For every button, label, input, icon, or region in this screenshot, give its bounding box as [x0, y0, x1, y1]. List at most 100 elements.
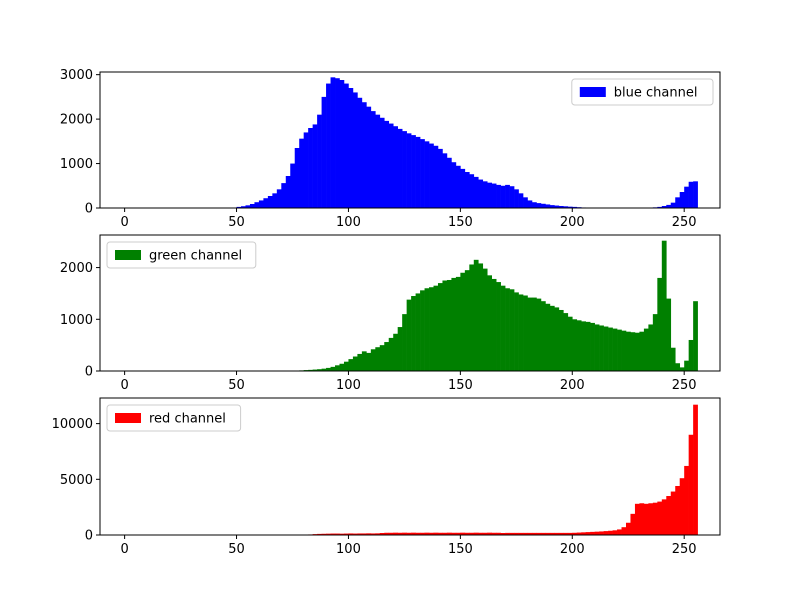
- blue-histogram-bar: [675, 197, 681, 208]
- green-histogram-bar: [572, 319, 578, 371]
- red-histogram-bar: [433, 532, 439, 535]
- red-histogram-bar: [581, 532, 587, 535]
- green-histogram-bar: [343, 361, 349, 371]
- blue-histogram-bar: [478, 179, 484, 208]
- red-histogram-bar: [424, 532, 430, 535]
- blue-legend-box: [571, 78, 714, 106]
- blue-histogram-bar: [312, 124, 318, 208]
- blue-histogram-bar: [679, 192, 685, 208]
- green-histogram-bar: [594, 324, 600, 371]
- blue-histogram-bar: [657, 206, 663, 208]
- blue-histogram-bar: [393, 126, 398, 208]
- red-histogram-bar: [317, 533, 322, 535]
- green-histogram-bar: [388, 337, 394, 371]
- green-histogram-bar: [460, 272, 466, 371]
- red-histogram-bar: [554, 532, 560, 535]
- blue-legend-swatch: [579, 87, 606, 97]
- blue-histogram-bar: [424, 141, 430, 208]
- blue-histogram-bar: [384, 120, 390, 208]
- green-histogram-bar: [554, 307, 560, 371]
- red-histogram-bar: [464, 532, 470, 535]
- green-histogram-bar: [603, 326, 609, 371]
- green-x-tick-label: 200: [560, 378, 585, 393]
- red-histogram-bar: [558, 532, 564, 535]
- blue-histogram-bar: [505, 184, 510, 208]
- green-histogram-bar: [361, 351, 367, 371]
- blue-legend-label: blue channel: [614, 86, 698, 101]
- green-histogram-bar: [567, 316, 573, 371]
- green-histogram-bar: [384, 342, 390, 371]
- green-histogram-bar: [639, 331, 645, 371]
- blue-histogram-bar: [451, 162, 457, 208]
- green-histogram-bar: [473, 259, 479, 371]
- red-histogram-bar: [321, 533, 327, 535]
- green-histogram-bar: [509, 289, 515, 371]
- blue-histogram-bar: [433, 145, 439, 208]
- green-histogram-bar: [482, 268, 488, 371]
- green-histogram-bar: [643, 328, 649, 371]
- red-histogram-bar: [460, 532, 466, 535]
- red-histogram-bar: [630, 513, 636, 535]
- red-histogram-bar: [397, 532, 403, 535]
- red-histogram-bar: [643, 503, 649, 535]
- blue-histogram-bar: [514, 189, 519, 208]
- green-histogram-bar: [505, 288, 510, 371]
- red-histogram-bar: [608, 530, 613, 535]
- blue-histogram-bar: [482, 181, 488, 208]
- red-histogram-bar: [514, 532, 519, 535]
- green-histogram-bar: [675, 363, 681, 371]
- blue-histogram-bar: [558, 206, 564, 208]
- green-x-tick-label: 100: [336, 378, 361, 393]
- green-x-tick-label: 0: [120, 378, 128, 393]
- red-histogram-bar: [509, 532, 515, 535]
- red-histogram-bar: [684, 465, 689, 535]
- blue-histogram-bar: [518, 193, 524, 208]
- blue-histogram-bar: [308, 128, 313, 208]
- green-histogram-bar: [348, 359, 354, 371]
- green-histogram-bar: [625, 331, 631, 371]
- green-histogram-bar: [312, 369, 318, 371]
- blue-histogram-bar: [420, 139, 425, 208]
- green-histogram-bar: [661, 240, 667, 371]
- blue-histogram-bar: [496, 184, 501, 208]
- blue-y-tick-label: 3000: [60, 68, 93, 83]
- blue-histogram-bar: [276, 189, 282, 208]
- red-histogram-bar: [487, 532, 492, 535]
- red-histogram-bar: [531, 532, 537, 535]
- blue-histogram-bar: [303, 132, 309, 208]
- red-x-tick-label: 50: [228, 542, 245, 557]
- green-histogram-bar: [634, 332, 640, 371]
- red-y-tick-label: 0: [85, 529, 93, 544]
- blue-histogram-bar: [688, 181, 694, 208]
- green-histogram-bar: [397, 327, 403, 371]
- green-histogram-bar: [514, 292, 519, 371]
- green-histogram-bar: [335, 365, 340, 371]
- green-histogram-bar: [455, 276, 461, 371]
- green-histogram-bar: [326, 367, 331, 371]
- red-histogram-bar: [388, 532, 394, 535]
- green-channel-panel: 0 50 100 150 200 250 0 1000 2000 green channel: [60, 234, 721, 393]
- green-histogram-bar: [549, 305, 555, 371]
- blue-histogram-bar: [540, 203, 546, 208]
- green-histogram-bar: [496, 282, 501, 371]
- blue-histogram-bar: [352, 92, 358, 208]
- green-histogram-bar: [406, 299, 412, 371]
- red-histogram-bar: [563, 532, 569, 535]
- green-histogram-bars: [294, 240, 698, 371]
- green-histogram-bar: [688, 339, 694, 371]
- red-histogram-bar: [634, 503, 640, 535]
- red-histogram-bar: [402, 532, 407, 535]
- red-histogram-bar: [612, 530, 618, 535]
- red-histogram-bar: [478, 532, 484, 535]
- green-histogram-bar: [679, 367, 685, 371]
- blue-histogram-bar: [397, 128, 403, 208]
- red-histogram-bar: [572, 532, 578, 535]
- blue-histogram-bar: [330, 77, 336, 208]
- blue-histogram-bar: [545, 204, 551, 208]
- red-histogram-bar: [406, 532, 412, 535]
- blue-histogram-bar: [429, 143, 434, 208]
- red-histogram-bar: [429, 532, 434, 535]
- green-histogram-bar: [370, 349, 376, 371]
- red-x-tick-label: 100: [336, 542, 361, 557]
